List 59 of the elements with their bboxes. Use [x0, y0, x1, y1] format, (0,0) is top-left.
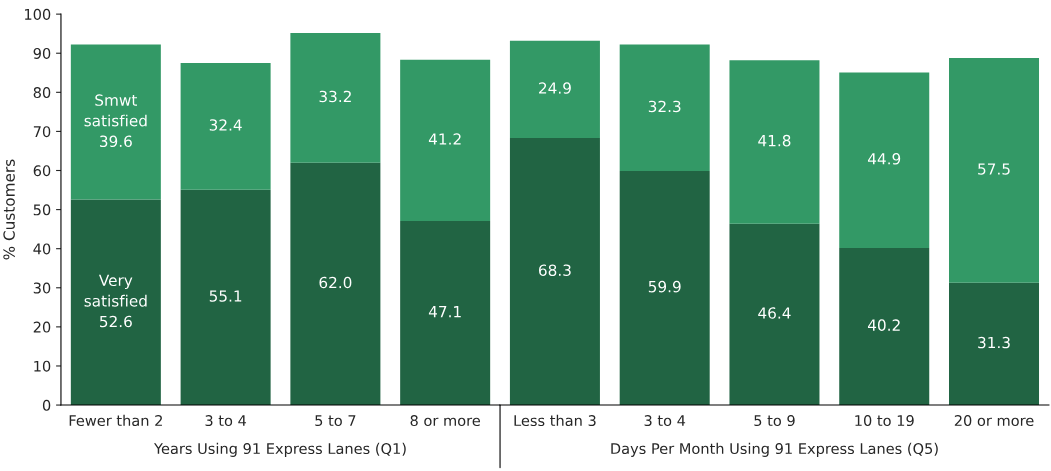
x-axis-title: Days Per Month Using 91 Express Lanes (Q5)	[611, 442, 938, 457]
bar	[949, 282, 1040, 406]
x-axis-title: Years Using 91 Express Lanes (Q1)	[153, 442, 406, 457]
data-label: Smwt satisfied 39.6	[84, 94, 147, 148]
y-tick-label: 70	[33, 126, 51, 138]
x-tick-label: 20 or more	[954, 415, 1034, 427]
x-tick-label: Fewer than 2	[69, 414, 162, 427]
y-tick-label: 10	[34, 360, 51, 372]
data-label: 46.4	[758, 307, 791, 319]
y-tick-label: 80	[33, 87, 51, 99]
bar	[839, 247, 930, 406]
bar	[70, 199, 161, 406]
bar	[70, 44, 161, 200]
bar	[400, 59, 491, 221]
data-label: 32.3	[648, 100, 681, 113]
bar	[839, 72, 930, 248]
bar	[180, 189, 271, 406]
data-label: 47.1	[428, 306, 461, 318]
y-tick-label: 40	[33, 243, 51, 255]
data-label: Very satisfied 52.6	[84, 274, 147, 328]
data-label: 31.3	[978, 336, 1010, 349]
bar	[949, 57, 1040, 283]
x-tick-label: 10 to 19	[855, 415, 914, 427]
bar	[729, 223, 820, 406]
data-label: 24.9	[539, 82, 571, 94]
x-tick-label: Less than 3	[514, 414, 596, 427]
bar	[290, 162, 381, 406]
data-label: 59.9	[648, 280, 681, 293]
y-tick-label: 50	[33, 204, 51, 216]
x-tick-label: 3 to 4	[205, 415, 247, 427]
y-tick-label: 60	[33, 165, 51, 177]
bar	[400, 220, 491, 406]
data-label: 40.2	[867, 319, 900, 331]
data-label: 62.0	[319, 276, 352, 289]
y-tick-label: 20	[33, 321, 51, 333]
y-tick-label: 30	[33, 282, 51, 294]
bar	[180, 63, 271, 190]
x-tick-label: 8 or more	[410, 415, 480, 427]
bar	[619, 44, 710, 171]
x-tick-label: 3 to 4	[644, 415, 686, 427]
data-label: 41.8	[758, 134, 791, 147]
data-label: 33.2	[319, 90, 351, 103]
bar	[509, 40, 600, 139]
x-tick-label: 5 to 7	[315, 415, 356, 427]
y-tick-label: 0	[42, 399, 51, 411]
y-tick-label: 90	[33, 47, 51, 59]
x-tick-label: 5 to 9	[754, 415, 795, 427]
bar	[619, 170, 710, 406]
data-label: 32.4	[209, 119, 242, 131]
data-label: 68.3	[538, 264, 571, 276]
data-label: 57.5	[978, 163, 1010, 175]
bar	[729, 60, 820, 224]
bar	[509, 138, 600, 406]
data-label: 55.1	[209, 290, 242, 302]
y-axis-title: % Customers	[3, 159, 15, 260]
y-tick-label: 100	[25, 8, 51, 20]
data-label: 44.9	[867, 153, 901, 165]
bar	[290, 32, 381, 163]
data-label: 41.2	[428, 133, 461, 145]
